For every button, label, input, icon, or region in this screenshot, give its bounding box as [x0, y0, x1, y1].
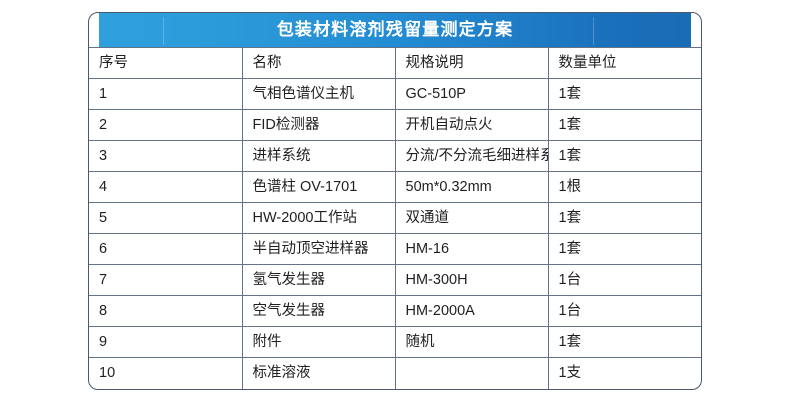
row-index: 7	[89, 264, 243, 296]
column-header-name: 名称	[242, 47, 396, 79]
row-spec: 开机自动点火	[395, 109, 549, 141]
table-body: 包装材料溶剂残留量测定方案 序号 名称 规格说明 数量单位 1 气相色谱仪主机 …	[89, 13, 701, 389]
table-header-row: 序号 名称 规格说明 数量单位	[89, 47, 701, 79]
table-title-row: 包装材料溶剂残留量测定方案	[89, 13, 701, 48]
specification-table: 包装材料溶剂残留量测定方案 序号 名称 规格说明 数量单位 1 气相色谱仪主机 …	[88, 12, 702, 390]
row-spec: 双通道	[395, 202, 549, 234]
row-qty: 1套	[548, 202, 701, 234]
row-spec: GC-510P	[395, 78, 549, 110]
row-index: 5	[89, 202, 243, 234]
row-qty: 1套	[548, 326, 701, 358]
row-qty: 1台	[548, 264, 701, 296]
table-row: 10 标准溶液 1支	[89, 357, 701, 389]
row-spec: 随机	[395, 326, 549, 358]
equipment-table: 包装材料溶剂残留量测定方案 序号 名称 规格说明 数量单位 1 气相色谱仪主机 …	[89, 13, 701, 389]
row-qty: 1套	[548, 233, 701, 265]
row-spec: HM-300H	[395, 264, 549, 296]
row-name: 进样系统	[242, 140, 396, 172]
row-index: 6	[89, 233, 243, 265]
table-row: 6 半自动顶空进样器 HM-16 1套	[89, 233, 701, 265]
table-row: 2 FID检测器 开机自动点火 1套	[89, 109, 701, 141]
column-header-spec: 规格说明	[395, 47, 549, 79]
row-qty: 1根	[548, 171, 701, 203]
row-spec: 50m*0.32mm	[395, 171, 549, 203]
table-row: 3 进样系统 分流/不分流毛细进样系统 1套	[89, 140, 701, 172]
row-spec: HM-2000A	[395, 295, 549, 327]
row-name: HW-2000工作站	[242, 202, 396, 234]
row-name: 标准溶液	[242, 357, 396, 389]
table-row: 1 气相色谱仪主机 GC-510P 1套	[89, 78, 701, 110]
title-banner: 包装材料溶剂残留量测定方案	[99, 13, 691, 47]
row-qty: 1台	[548, 295, 701, 327]
table-row: 5 HW-2000工作站 双通道 1套	[89, 202, 701, 234]
row-index: 4	[89, 171, 243, 203]
row-name: 氢气发生器	[242, 264, 396, 296]
row-spec: 分流/不分流毛细进样系统	[395, 140, 549, 172]
row-spec	[395, 357, 549, 389]
table-row: 9 附件 随机 1套	[89, 326, 701, 358]
row-index: 10	[89, 357, 243, 389]
row-name: 色谱柱 OV-1701	[242, 171, 396, 203]
row-name: 附件	[242, 326, 396, 358]
row-index: 2	[89, 109, 243, 141]
row-name: 半自动顶空进样器	[242, 233, 396, 265]
column-header-qty: 数量单位	[548, 47, 701, 79]
row-qty: 1套	[548, 78, 701, 110]
row-name: FID检测器	[242, 109, 396, 141]
table-title-cell: 包装材料溶剂残留量测定方案	[89, 13, 701, 48]
row-index: 9	[89, 326, 243, 358]
row-name: 气相色谱仪主机	[242, 78, 396, 110]
row-qty: 1套	[548, 140, 701, 172]
row-qty: 1套	[548, 109, 701, 141]
row-index: 1	[89, 78, 243, 110]
table-row: 4 色谱柱 OV-1701 50m*0.32mm 1根	[89, 171, 701, 203]
row-name: 空气发生器	[242, 295, 396, 327]
banner-divider-right	[593, 17, 594, 45]
page-title: 包装材料溶剂残留量测定方案	[276, 20, 514, 40]
column-header-index: 序号	[89, 47, 243, 79]
row-spec: HM-16	[395, 233, 549, 265]
row-index: 3	[89, 140, 243, 172]
table-row: 8 空气发生器 HM-2000A 1台	[89, 295, 701, 327]
row-index: 8	[89, 295, 243, 327]
row-qty: 1支	[558, 364, 582, 381]
table-row: 7 氢气发生器 HM-300H 1台	[89, 264, 701, 296]
banner-divider-left	[163, 17, 164, 45]
